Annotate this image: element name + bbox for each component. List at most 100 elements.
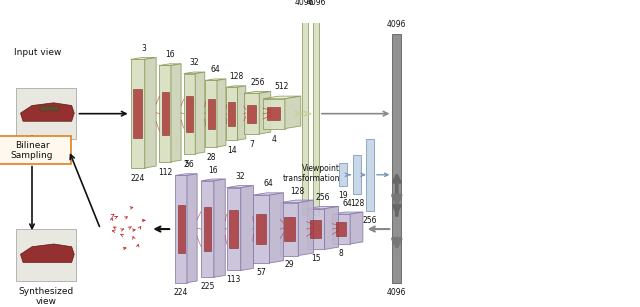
Text: 4096: 4096 [307,0,326,7]
Polygon shape [253,195,269,263]
Polygon shape [227,188,241,270]
Text: 64: 64 [342,199,353,208]
Polygon shape [201,181,214,277]
Text: 57: 57 [256,268,266,277]
Text: 256: 256 [316,193,330,202]
Polygon shape [244,91,271,93]
FancyBboxPatch shape [0,136,71,165]
Polygon shape [280,200,314,203]
Polygon shape [247,104,256,123]
Text: Bilinear
Sampling: Bilinear Sampling [11,141,53,160]
FancyBboxPatch shape [15,88,77,139]
Polygon shape [171,64,181,162]
Text: 19: 19 [338,191,348,200]
Polygon shape [175,175,187,283]
Polygon shape [366,139,374,211]
Polygon shape [310,220,321,238]
Polygon shape [229,210,238,248]
Text: 128: 128 [350,199,364,208]
Text: 4: 4 [271,134,276,144]
Text: 256: 256 [363,216,377,225]
Text: 14: 14 [227,146,237,155]
Polygon shape [253,193,284,195]
Polygon shape [350,212,363,244]
Text: 2: 2 [184,161,189,169]
Polygon shape [204,207,211,251]
Polygon shape [20,103,74,121]
Polygon shape [159,65,171,162]
Text: Input view: Input view [14,48,61,57]
Text: 128: 128 [290,187,304,196]
Polygon shape [20,244,74,262]
Text: 64: 64 [211,65,221,74]
Polygon shape [133,89,142,138]
Text: 4096: 4096 [295,0,314,7]
Polygon shape [332,212,363,214]
Text: 128: 128 [228,72,243,81]
Text: 28: 28 [207,153,216,162]
Polygon shape [214,179,225,277]
Polygon shape [184,74,195,154]
Polygon shape [226,86,246,87]
Polygon shape [307,206,339,209]
Text: Synthesized
view: Synthesized view [19,287,74,306]
Polygon shape [307,209,324,249]
Polygon shape [237,86,246,140]
Polygon shape [298,200,314,255]
Polygon shape [228,102,235,126]
Polygon shape [280,203,298,255]
Text: 16: 16 [165,50,175,59]
Text: 7: 7 [249,140,254,149]
Polygon shape [336,222,346,236]
Polygon shape [187,174,197,283]
Polygon shape [184,72,205,74]
Text: 112: 112 [158,168,172,177]
Polygon shape [227,185,253,188]
Polygon shape [302,12,307,216]
Text: 32: 32 [189,58,199,67]
Polygon shape [339,163,347,186]
Polygon shape [269,193,284,263]
Polygon shape [205,80,217,147]
Polygon shape [314,12,319,216]
Polygon shape [40,106,59,111]
Polygon shape [162,92,168,135]
Text: 15: 15 [310,254,321,263]
Polygon shape [332,214,350,244]
Polygon shape [263,96,301,99]
Text: 29: 29 [284,260,294,270]
Polygon shape [392,33,401,283]
Text: 56: 56 [184,160,195,169]
Text: 512: 512 [275,82,289,91]
Polygon shape [186,96,193,132]
Text: Viewpoint
transformation: Viewpoint transformation [282,164,340,183]
Text: 4096: 4096 [387,20,406,29]
Polygon shape [259,91,271,134]
Polygon shape [145,57,156,168]
Polygon shape [353,155,361,194]
Text: 225: 225 [200,282,214,291]
Polygon shape [284,217,294,241]
Polygon shape [256,214,266,244]
Polygon shape [131,59,145,168]
Text: 8: 8 [339,249,344,258]
Polygon shape [324,206,339,249]
Text: 32: 32 [235,172,245,181]
Polygon shape [205,79,226,80]
Polygon shape [195,72,205,154]
Polygon shape [131,57,156,59]
Text: 256: 256 [250,78,264,87]
Polygon shape [208,99,214,129]
Polygon shape [244,93,259,134]
Text: 16: 16 [208,166,218,175]
Polygon shape [226,87,237,140]
Text: 4096: 4096 [387,288,406,297]
Polygon shape [263,99,285,129]
Polygon shape [285,96,301,129]
FancyBboxPatch shape [15,229,77,281]
Polygon shape [217,79,226,147]
Polygon shape [175,174,197,175]
Text: 3: 3 [141,44,146,52]
Text: 224: 224 [174,288,188,297]
Polygon shape [241,185,253,270]
